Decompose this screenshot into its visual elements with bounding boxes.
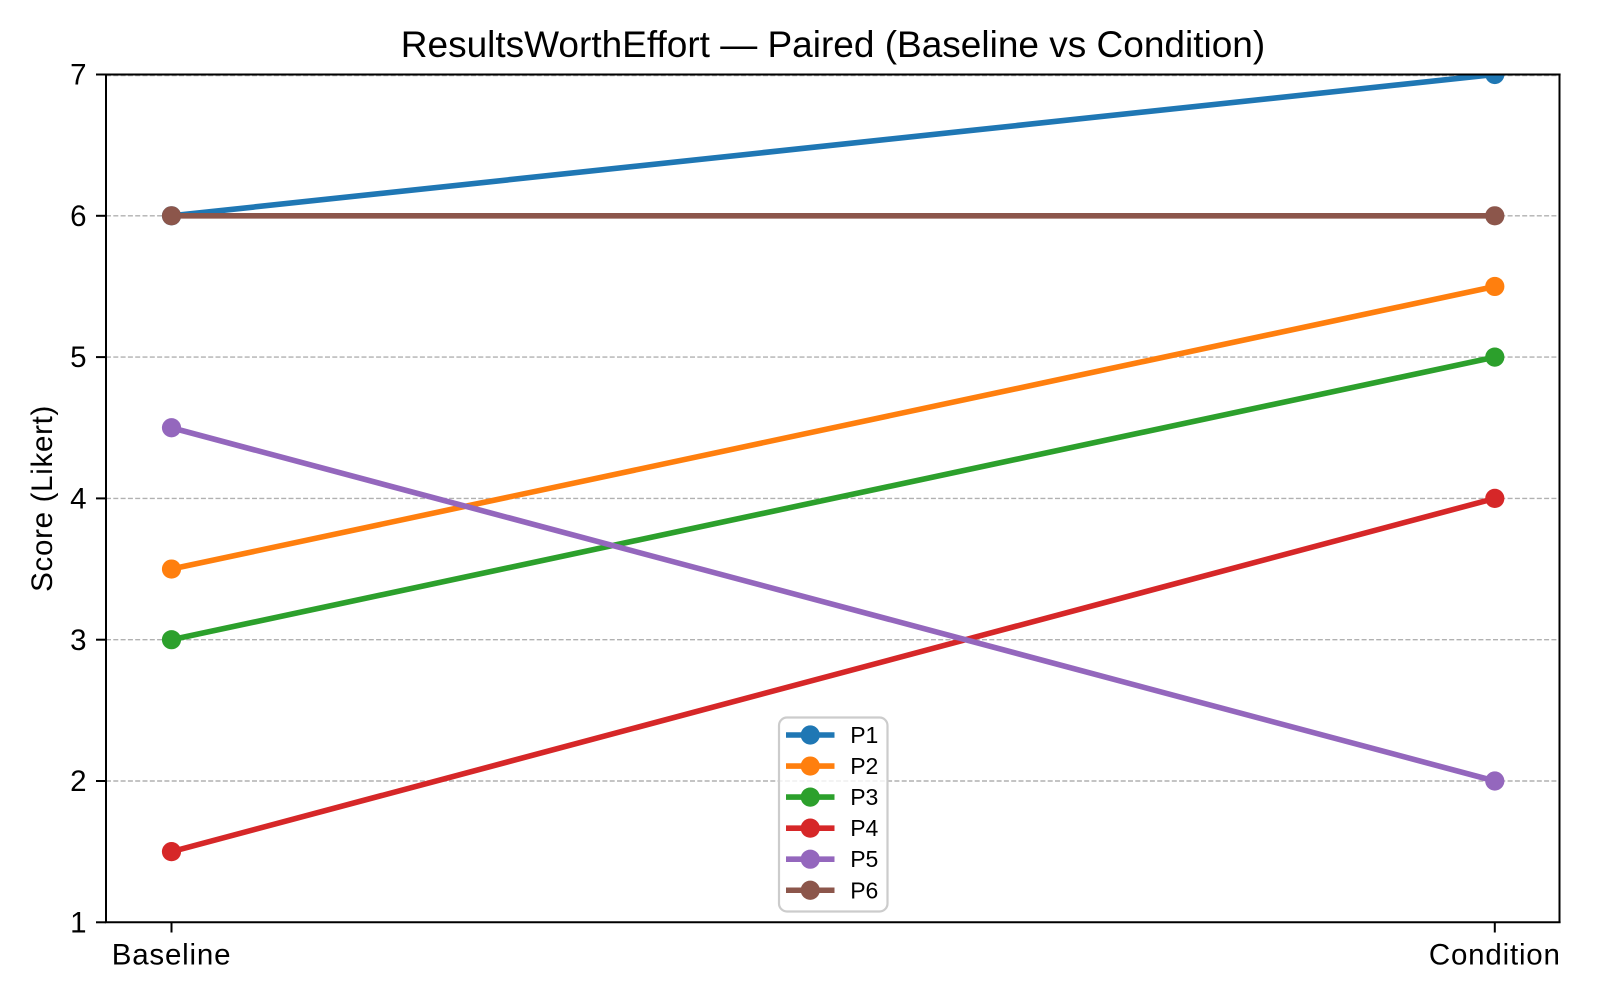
svg-text:P4: P4	[850, 815, 878, 841]
svg-text:2: 2	[70, 765, 86, 798]
svg-text:5: 5	[70, 341, 86, 374]
svg-text:P3: P3	[850, 784, 878, 810]
svg-text:P5: P5	[850, 846, 878, 872]
svg-text:1: 1	[70, 906, 86, 939]
svg-text:7: 7	[70, 59, 86, 92]
svg-text:4: 4	[70, 483, 86, 516]
svg-text:P1: P1	[850, 722, 878, 748]
svg-text:ResultsWorthEffort — Paired (B: ResultsWorthEffort — Paired (Baseline vs…	[401, 24, 1265, 65]
svg-text:Condition: Condition	[1429, 938, 1561, 971]
svg-text:P2: P2	[850, 753, 878, 779]
svg-text:6: 6	[70, 200, 86, 233]
svg-text:Baseline: Baseline	[112, 938, 232, 971]
svg-text:Score (Likert): Score (Likert)	[26, 405, 59, 592]
svg-text:P6: P6	[850, 877, 878, 903]
svg-text:3: 3	[70, 624, 86, 657]
